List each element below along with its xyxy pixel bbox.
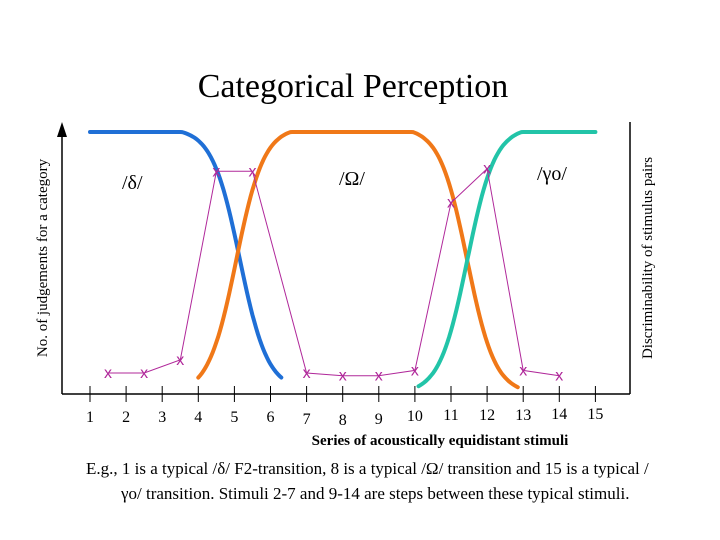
right-y-axis-label: Discriminability of stimulus pairs bbox=[640, 157, 656, 359]
discrimination-marker: x bbox=[375, 368, 383, 385]
x-tick-label: 14 bbox=[551, 406, 567, 423]
discrimination-marker: x bbox=[212, 163, 220, 180]
left-y-axis-label: No. of judgements for a category bbox=[35, 158, 51, 357]
caption-line-2: is a typical /γo/ transition. Stimuli 2-… bbox=[121, 459, 649, 503]
x-tick-label: 7 bbox=[303, 411, 311, 428]
x-tick-label: 12 bbox=[479, 407, 495, 424]
x-ticks bbox=[89, 386, 596, 402]
discrimination-marker: x bbox=[176, 352, 184, 369]
x-tick-label: 13 bbox=[515, 407, 531, 424]
discrimination-marker: x bbox=[303, 365, 311, 382]
identification-curve-gamma-o bbox=[416, 130, 598, 389]
category-label-delta: /δ/ bbox=[122, 172, 143, 194]
discrimination-marker: x bbox=[248, 163, 256, 180]
x-tick-label: 9 bbox=[375, 411, 383, 428]
caption-line-1: E.g., 1 is a typical /δ/ F2-transition, … bbox=[86, 459, 562, 478]
left-y-axis-arrow bbox=[57, 122, 67, 137]
x-tick-labels: 1 2 3 4 5 6 7 8 9 10 11 12 13 14 15 bbox=[86, 406, 603, 429]
x-tick-label: 3 bbox=[158, 409, 166, 426]
category-label-gamma-o: /γo/ bbox=[537, 163, 567, 185]
x-axis-label: Series of acoustically equidistant stimu… bbox=[312, 433, 569, 449]
caption: E.g., 1 is a typical /δ/ F2-transition, … bbox=[86, 456, 666, 506]
x-tick-label: 6 bbox=[267, 409, 275, 426]
x-tick-label: 8 bbox=[339, 412, 347, 429]
identification-curve-omega bbox=[196, 130, 520, 390]
category-label-omega: /Ω/ bbox=[339, 168, 365, 190]
x-tick-label: 1 bbox=[86, 409, 94, 426]
x-tick-label: 10 bbox=[407, 408, 423, 425]
x-tick-label: 4 bbox=[194, 409, 202, 426]
x-tick-label: 11 bbox=[443, 407, 458, 424]
caption-line-3: these typical stimuli. bbox=[488, 484, 630, 503]
x-tick-label: 2 bbox=[122, 409, 130, 426]
discrimination-line bbox=[108, 167, 560, 377]
identification-curve-delta bbox=[88, 130, 284, 380]
chart-title: Categorical Perception bbox=[198, 68, 509, 105]
x-tick-label: 5 bbox=[230, 409, 238, 426]
discrimination-marker: x bbox=[104, 365, 112, 382]
discrimination-marker: x bbox=[555, 368, 563, 385]
x-tick-label: 15 bbox=[587, 406, 603, 423]
discrimination-markers: x x x x x x x x x x x x x bbox=[104, 161, 563, 385]
discrimination-marker: x bbox=[140, 365, 148, 382]
discrimination-marker: x bbox=[339, 368, 347, 385]
discrimination-marker: x bbox=[447, 195, 455, 212]
discrimination-marker: x bbox=[483, 161, 491, 178]
discrimination-marker: x bbox=[411, 362, 419, 379]
discrimination-marker: x bbox=[519, 362, 527, 379]
